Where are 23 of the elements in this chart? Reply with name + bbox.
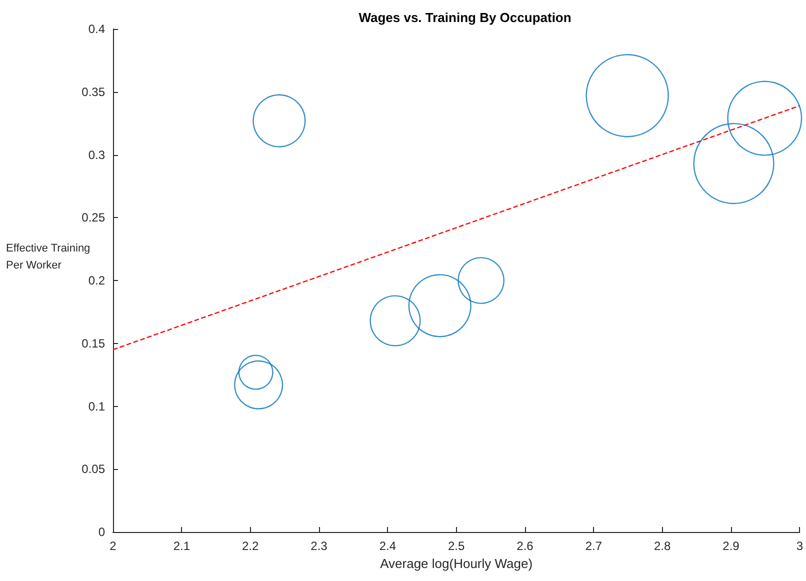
y-tick-label: 0.1	[88, 399, 106, 414]
x-tick-label: 2.2	[242, 539, 259, 553]
y-tick-label: 0.25	[82, 210, 106, 225]
y-tick-label: 0.15	[82, 336, 106, 350]
x-tick-label: 2.6	[516, 539, 534, 553]
y-tick-label: 0.4	[88, 22, 106, 36]
y-tick-label: 0.35	[82, 84, 106, 99]
x-tick-label: 2.7	[585, 539, 602, 553]
chart-title: Wages vs. Training By Occupation	[358, 10, 572, 25]
y-tick-label: 0	[98, 525, 106, 539]
y-axis-title: Effective Training Per Worker	[6, 242, 94, 272]
x-tick-label: 3	[796, 539, 804, 553]
x-tick-label: 2.5	[448, 539, 465, 553]
x-axis-title: Average log(Hourly Wage)	[380, 556, 533, 571]
x-tick-label: 2.9	[722, 539, 740, 553]
x-tick-label: 2.8	[654, 539, 671, 553]
y-tick-label: 0.05	[82, 462, 106, 476]
y-tick-label: 0.3	[88, 148, 106, 162]
x-tick-label: 2.1	[173, 539, 190, 553]
x-tick-label: 2.3	[310, 539, 328, 553]
y-tick-label: 0.2	[88, 274, 106, 288]
x-tick-label: 2	[110, 539, 117, 553]
x-tick-label: 2.4	[379, 539, 396, 553]
